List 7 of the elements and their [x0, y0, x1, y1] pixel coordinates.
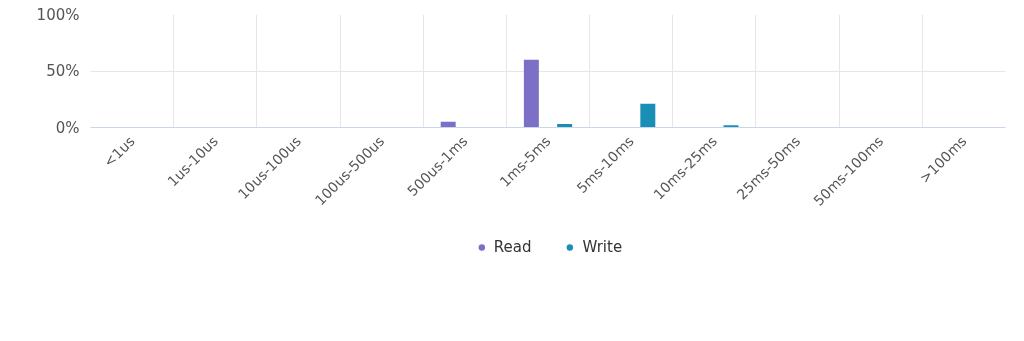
bar: [640, 103, 656, 128]
legend-label: Write: [582, 238, 623, 256]
legend-label: Read: [493, 238, 532, 256]
y-tick-label: 0%: [55, 118, 80, 137]
bar: [523, 59, 539, 128]
y-tick-label: 50%: [46, 62, 80, 80]
y-tick-label: 100%: [36, 5, 80, 24]
